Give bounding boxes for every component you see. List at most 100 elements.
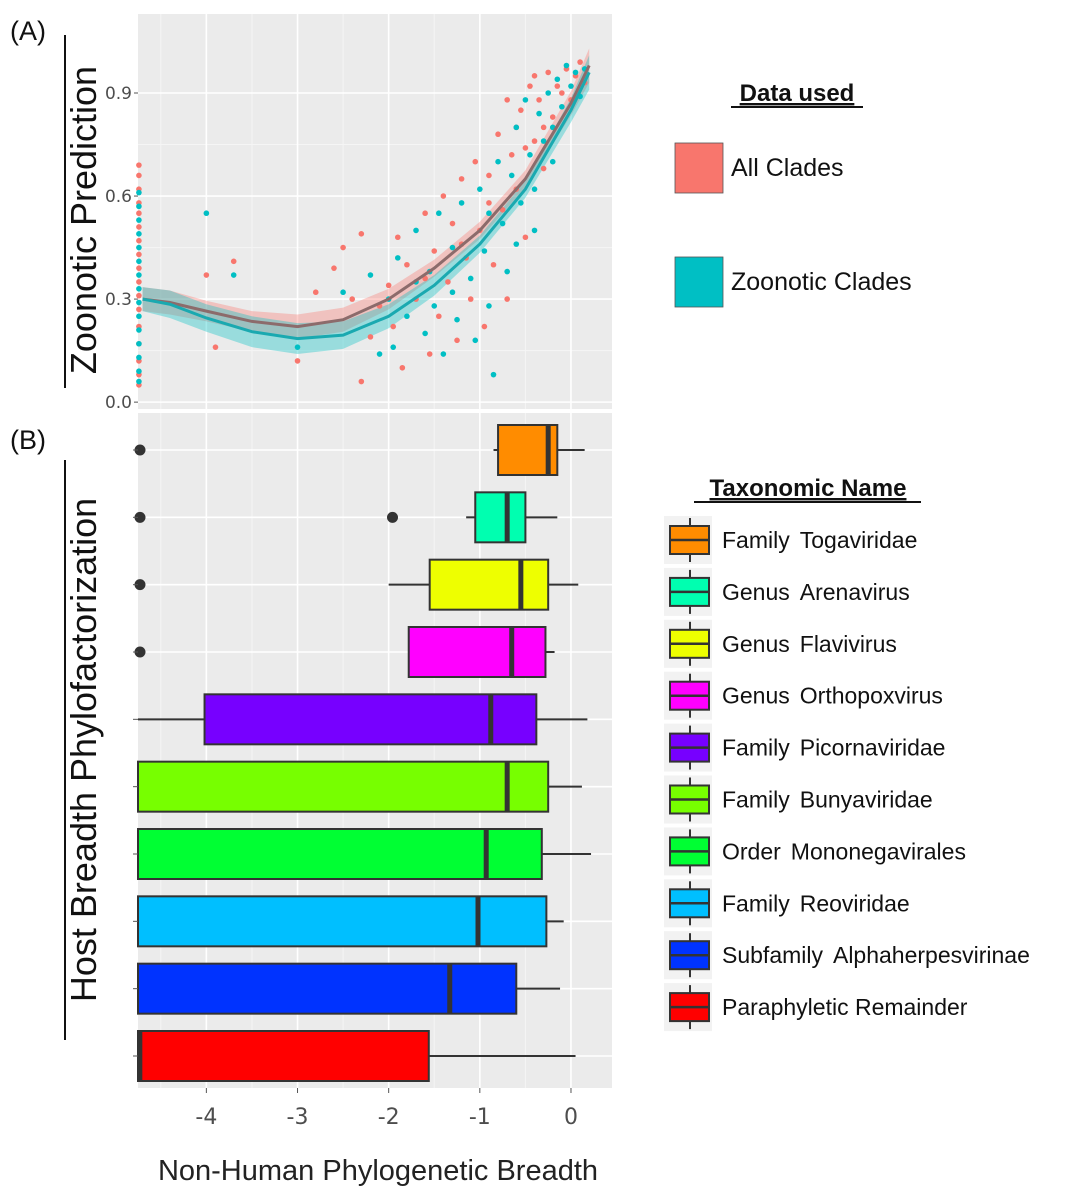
data-point xyxy=(549,114,556,120)
data-point xyxy=(458,176,465,182)
legend-label-all-clades: All Clades xyxy=(731,154,844,182)
data-point xyxy=(504,268,510,275)
data-point xyxy=(454,316,460,323)
data-point xyxy=(436,210,442,217)
box-bunyaviridae xyxy=(137,760,582,813)
data-point xyxy=(136,285,142,292)
data-point xyxy=(436,313,442,320)
data-point xyxy=(394,255,401,261)
data-point xyxy=(490,261,497,268)
trend-line xyxy=(142,71,591,341)
data-point xyxy=(136,244,142,251)
data-point xyxy=(486,210,492,217)
data-point xyxy=(445,279,451,285)
panel-a-legend: Data used All Clades Zoonotic Clades xyxy=(674,80,912,308)
legend-label: Family Togaviridae xyxy=(722,527,917,553)
legend-rank: Genus xyxy=(722,579,790,605)
data-point xyxy=(481,248,488,254)
data-point xyxy=(454,337,460,344)
data-point xyxy=(518,107,524,113)
data-point xyxy=(136,189,142,196)
legend-rank: Order xyxy=(722,838,781,864)
data-point xyxy=(422,210,428,217)
x-tick-label: -2 xyxy=(378,1105,400,1130)
data-point xyxy=(136,313,142,320)
data-point xyxy=(504,97,510,103)
panel-b-legend: Taxonomic Name Family Togaviridae Genus Are… xyxy=(664,475,1030,1032)
legend-swatch-all-clades xyxy=(674,142,724,194)
data-point xyxy=(203,210,210,217)
legend-label-zoonotic-clades: Zoonotic Clades xyxy=(731,268,912,296)
box-iqr xyxy=(474,491,527,544)
box-flavivirus xyxy=(134,558,579,611)
data-point xyxy=(531,186,538,192)
trend-line xyxy=(142,64,591,329)
panel-b-boxplot: -4 -3 -2 -1 0 Host Breadth Phylofactorizatio… xyxy=(63,413,1030,1187)
data-point xyxy=(136,231,142,237)
data-point xyxy=(490,371,497,378)
data-point xyxy=(426,351,433,357)
data-point xyxy=(367,334,374,340)
data-point xyxy=(545,90,551,96)
data-point xyxy=(486,172,492,179)
legend-label: Family Picornaviridae xyxy=(722,735,945,761)
data-point xyxy=(559,90,565,96)
data-point xyxy=(577,59,583,65)
box-iqr xyxy=(137,895,548,948)
data-point xyxy=(499,220,506,227)
legend-taxon-name: Orthopoxvirus xyxy=(800,683,943,709)
data-point xyxy=(467,275,474,282)
data-point xyxy=(331,265,337,271)
legend-rank: Subfamily xyxy=(722,942,823,968)
data-point xyxy=(294,358,301,364)
data-point xyxy=(504,296,510,302)
data-point xyxy=(399,364,406,371)
box-alphaherpesvirinae xyxy=(137,962,561,1015)
data-point xyxy=(522,234,529,241)
data-point xyxy=(495,158,501,165)
data-point xyxy=(536,110,542,117)
data-point xyxy=(440,351,447,357)
data-point xyxy=(458,200,465,206)
data-point xyxy=(527,152,533,158)
data-point xyxy=(554,76,561,83)
outlier-point xyxy=(134,579,146,591)
data-point xyxy=(431,248,438,254)
data-point xyxy=(572,69,579,76)
data-point xyxy=(513,241,520,247)
data-point xyxy=(568,83,574,89)
data-point xyxy=(340,289,346,296)
panel-b-label: (B) xyxy=(10,425,46,455)
data-point xyxy=(540,124,547,131)
data-point xyxy=(522,97,529,103)
data-point xyxy=(513,124,520,131)
legend-taxon-name: Mononegavirales xyxy=(791,838,966,864)
data-point xyxy=(472,158,479,165)
panel-a-y-axis-label: Zoonotic Prediction xyxy=(63,66,104,374)
legend-label: Genus Arenavirus xyxy=(722,579,910,605)
box-iqr xyxy=(203,693,538,746)
box-orthopoxvirus xyxy=(134,626,555,678)
x-tick-label: -1 xyxy=(469,1105,491,1130)
data-point xyxy=(312,289,319,296)
data-point xyxy=(136,258,142,265)
data-point xyxy=(358,378,365,385)
data-point xyxy=(540,138,547,144)
panel-b-y-ticks xyxy=(133,449,138,1057)
legend-taxon-name: Togaviridae xyxy=(800,527,918,553)
data-point xyxy=(559,103,565,110)
panel-a-background xyxy=(138,14,612,409)
legend-label: Paraphyletic Remainder xyxy=(722,994,968,1020)
outlier-point xyxy=(134,646,146,658)
legend-taxon-name: Arenavirus xyxy=(800,579,910,605)
data-point xyxy=(449,289,456,296)
data-point xyxy=(136,224,142,230)
x-tick-label: -4 xyxy=(195,1105,217,1130)
legend-taxon-name: Flavivirus xyxy=(800,631,897,657)
data-point xyxy=(522,145,529,151)
panel-a-grid xyxy=(138,14,612,409)
data-point xyxy=(385,282,392,289)
legend-rank: Family xyxy=(722,527,790,553)
data-point xyxy=(518,200,524,206)
confidence-band xyxy=(142,55,590,355)
